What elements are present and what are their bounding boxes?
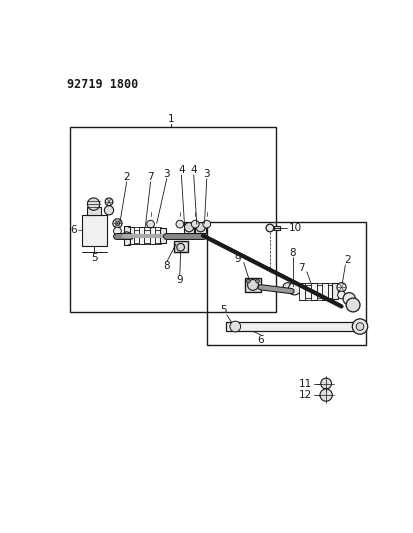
Text: 4: 4 xyxy=(178,165,184,175)
Circle shape xyxy=(282,282,292,292)
Circle shape xyxy=(113,219,122,228)
Text: 6: 6 xyxy=(257,335,263,345)
Bar xyxy=(273,225,279,230)
Bar xyxy=(144,230,150,243)
Circle shape xyxy=(266,224,273,232)
Text: 2: 2 xyxy=(344,255,350,265)
Text: 10: 10 xyxy=(288,223,301,233)
Bar xyxy=(332,284,338,299)
Circle shape xyxy=(191,220,199,228)
Text: 5: 5 xyxy=(91,253,97,263)
Text: 11: 11 xyxy=(298,378,311,389)
Bar xyxy=(206,222,365,345)
Circle shape xyxy=(288,282,300,295)
Circle shape xyxy=(115,221,119,225)
Circle shape xyxy=(202,220,210,228)
Text: 8: 8 xyxy=(289,248,296,257)
Text: 12: 12 xyxy=(298,390,311,400)
Circle shape xyxy=(246,279,250,283)
Circle shape xyxy=(342,293,354,305)
Circle shape xyxy=(319,389,332,401)
Circle shape xyxy=(229,321,240,332)
Circle shape xyxy=(320,378,331,389)
Circle shape xyxy=(337,291,344,299)
Bar xyxy=(159,228,166,244)
Bar xyxy=(139,227,144,244)
Circle shape xyxy=(176,244,184,251)
Circle shape xyxy=(184,223,193,232)
Text: 9: 9 xyxy=(176,274,183,285)
Bar xyxy=(155,230,160,243)
Text: 2: 2 xyxy=(123,172,130,182)
Bar xyxy=(183,222,194,232)
Bar xyxy=(150,227,155,244)
Text: 7: 7 xyxy=(297,263,304,273)
Text: 4: 4 xyxy=(190,165,197,175)
Bar xyxy=(310,282,316,300)
Bar xyxy=(316,285,321,298)
Text: 3: 3 xyxy=(203,169,209,179)
Circle shape xyxy=(104,206,113,215)
Circle shape xyxy=(146,220,154,228)
Circle shape xyxy=(176,220,183,228)
Bar xyxy=(86,207,100,215)
Circle shape xyxy=(105,198,113,206)
Bar xyxy=(133,230,139,243)
Bar xyxy=(128,227,133,244)
Bar xyxy=(304,285,310,298)
Bar xyxy=(327,285,333,298)
Text: 5: 5 xyxy=(220,305,226,316)
Bar xyxy=(82,215,107,246)
Circle shape xyxy=(247,280,258,290)
Bar xyxy=(244,278,260,292)
Circle shape xyxy=(255,279,259,283)
Text: 9: 9 xyxy=(234,254,240,264)
Bar xyxy=(225,322,360,331)
Text: 6: 6 xyxy=(70,224,77,235)
Text: 92719 1800: 92719 1800 xyxy=(66,78,138,91)
Circle shape xyxy=(195,223,205,232)
Text: 1: 1 xyxy=(168,115,174,124)
Bar xyxy=(123,227,129,245)
Text: 3: 3 xyxy=(163,169,170,179)
Circle shape xyxy=(355,322,363,330)
Text: 8: 8 xyxy=(163,262,170,271)
Bar xyxy=(195,222,206,232)
Circle shape xyxy=(87,198,100,210)
Bar xyxy=(173,241,187,252)
Circle shape xyxy=(351,319,367,334)
Bar xyxy=(321,282,327,300)
Bar xyxy=(299,282,304,300)
Text: 7: 7 xyxy=(147,172,154,182)
Circle shape xyxy=(113,227,121,235)
Circle shape xyxy=(336,282,345,292)
Bar xyxy=(69,127,275,312)
Circle shape xyxy=(123,232,130,239)
Circle shape xyxy=(345,298,359,312)
